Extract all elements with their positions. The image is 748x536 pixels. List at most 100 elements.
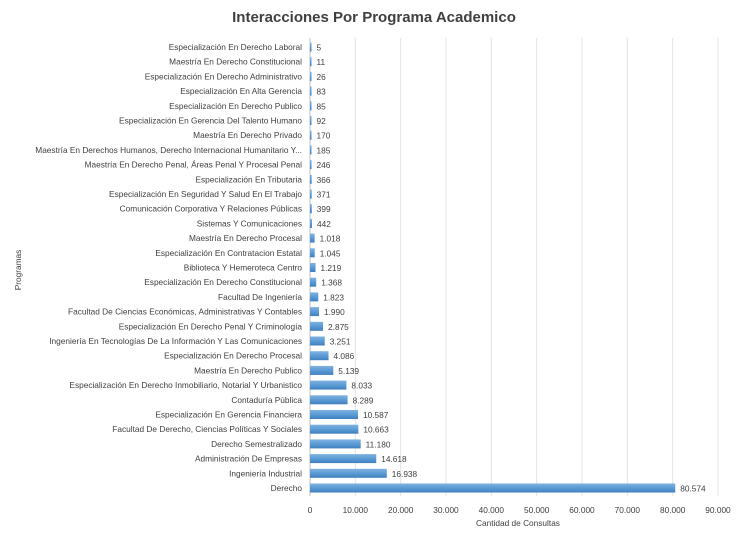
value-label: 366: [317, 175, 331, 185]
value-label: 83: [317, 87, 327, 97]
value-label: 14.618: [381, 454, 407, 464]
value-labels: 5 11 26 83 85 92 170 185 246 366 371 399 442 1.018 1.0…: [317, 43, 707, 494]
value-label: 3.251: [330, 337, 351, 347]
category-label: Maestría En Derecho Publico: [194, 365, 302, 375]
value-label: 4.086: [334, 351, 355, 361]
bar: [310, 86, 312, 96]
category-label: Especialización En Alta Gerencia: [180, 86, 302, 96]
category-label: Maestría En Derecho Constitucional: [169, 57, 302, 67]
category-label: Especialización En Tributaria: [195, 174, 302, 184]
category-label: Derecho Semestralizado: [211, 439, 302, 449]
bar: [310, 321, 324, 331]
category-label: Especialización En Derecho Procesal: [164, 351, 302, 361]
bar: [310, 395, 348, 405]
bar: [310, 307, 320, 317]
category-label: Maestría En Derechos Humanos, Derecho In…: [35, 145, 302, 155]
category-label: Maestría En Derecho Procesal: [189, 233, 302, 243]
value-label: 5.139: [338, 366, 359, 376]
x-tick-label: 90.000: [705, 505, 731, 515]
bar: [310, 263, 316, 272]
value-label: 1.990: [324, 307, 345, 317]
bar: [310, 160, 312, 170]
value-label: 92: [317, 116, 327, 126]
value-label: 85: [317, 101, 327, 111]
bar: [310, 233, 315, 243]
bar: [310, 483, 676, 493]
category-label: Especialización En Derecho Laboral: [169, 42, 302, 52]
category-label: Derecho: [271, 483, 303, 493]
category-label: Especialización En Gerencia Del Talento …: [119, 116, 302, 126]
x-tick-label: 60.000: [569, 505, 595, 515]
value-label: 442: [317, 219, 331, 229]
x-tick-label: 40.000: [479, 505, 505, 515]
value-label: 371: [317, 190, 331, 200]
category-label: Especialización En Contratacion Estatal: [155, 248, 302, 258]
category-label: Biblioteca Y Hemeroteca Centro: [184, 263, 303, 273]
value-label: 2.875: [328, 322, 349, 332]
category-label: Especialización En Derecho Penal Y Crimi…: [119, 321, 303, 331]
bar: [310, 380, 347, 390]
value-label: 399: [317, 204, 331, 214]
category-label: Ingeniería En Tecnologías De La Informac…: [49, 336, 302, 346]
category-label: Facultad De Ingeniería: [218, 292, 302, 302]
category-label: Especialización En Gerencia Financiera: [155, 410, 302, 420]
bar: [310, 277, 317, 287]
category-label: Especialización En Derecho Constituciona…: [144, 277, 302, 287]
bar: [310, 454, 377, 464]
value-label: 170: [317, 131, 331, 141]
value-label: 5: [317, 43, 322, 53]
bar: [310, 174, 312, 184]
category-label: Maestría En Derecho Penal, Áreas Penal Y…: [85, 160, 303, 170]
bar: [310, 410, 358, 419]
gridlines: [309, 38, 719, 496]
bar: [310, 101, 312, 111]
value-label: 185: [317, 145, 331, 155]
bar: [310, 130, 312, 140]
value-label: 1.368: [321, 278, 342, 288]
category-label: Administración De Empresas: [195, 454, 302, 464]
category-label: Facultad De Derecho, Ciencias Políticas …: [112, 424, 302, 434]
bar: [310, 57, 312, 67]
value-label: 8.033: [351, 381, 372, 391]
value-label: 11.180: [366, 439, 391, 449]
bar: [310, 189, 312, 199]
bar: [310, 336, 325, 346]
bar: [310, 292, 319, 302]
bar: [310, 248, 315, 258]
x-tick-label: 70.000: [615, 505, 641, 515]
value-label: 8.289: [353, 395, 374, 405]
category-label: Maestría En Derecho Privado: [193, 130, 302, 140]
value-label: 1.219: [321, 263, 342, 273]
category-label: Especialización En Seguridad Y Salud En …: [109, 189, 302, 199]
value-label: 1.823: [323, 292, 344, 302]
category-label: Contaduría Pública: [231, 395, 302, 405]
bar: [310, 468, 387, 478]
category-label: Especialización En Derecho Publico: [169, 101, 302, 111]
value-label: 1.045: [320, 248, 341, 258]
value-label: 16.938: [392, 469, 418, 479]
bars: [310, 42, 676, 493]
category-label: Facultad De Ciencias Económicas, Adminis…: [68, 307, 302, 317]
category-label: Comunicación Corporativa Y Relaciones Pú…: [120, 204, 302, 214]
x-tick-labels: 0 10.000 20.000 30.000 40.000 50.000 60.000 70.…: [308, 505, 731, 515]
bar: [310, 218, 313, 228]
category-label: Ingeniería Industrial: [229, 468, 302, 478]
bar: [310, 145, 312, 155]
value-label: 246: [317, 160, 331, 170]
bar: [310, 71, 312, 81]
value-label: 80.574: [680, 484, 706, 494]
bar: [310, 439, 361, 449]
bar: [310, 365, 334, 375]
category-label: Sistemas Y Comunicaciones: [197, 218, 302, 228]
value-label: 1.018: [320, 234, 341, 244]
y-axis-title: Programas: [13, 250, 23, 291]
bar: [310, 424, 359, 434]
bar: [310, 204, 312, 214]
x-tick-label: 0: [308, 505, 313, 515]
bar: [310, 116, 312, 125]
value-label: 11: [317, 57, 326, 67]
x-tick-label: 10.000: [343, 505, 369, 515]
x-tick-label: 80.000: [660, 505, 686, 515]
value-label: 10.663: [363, 425, 389, 435]
